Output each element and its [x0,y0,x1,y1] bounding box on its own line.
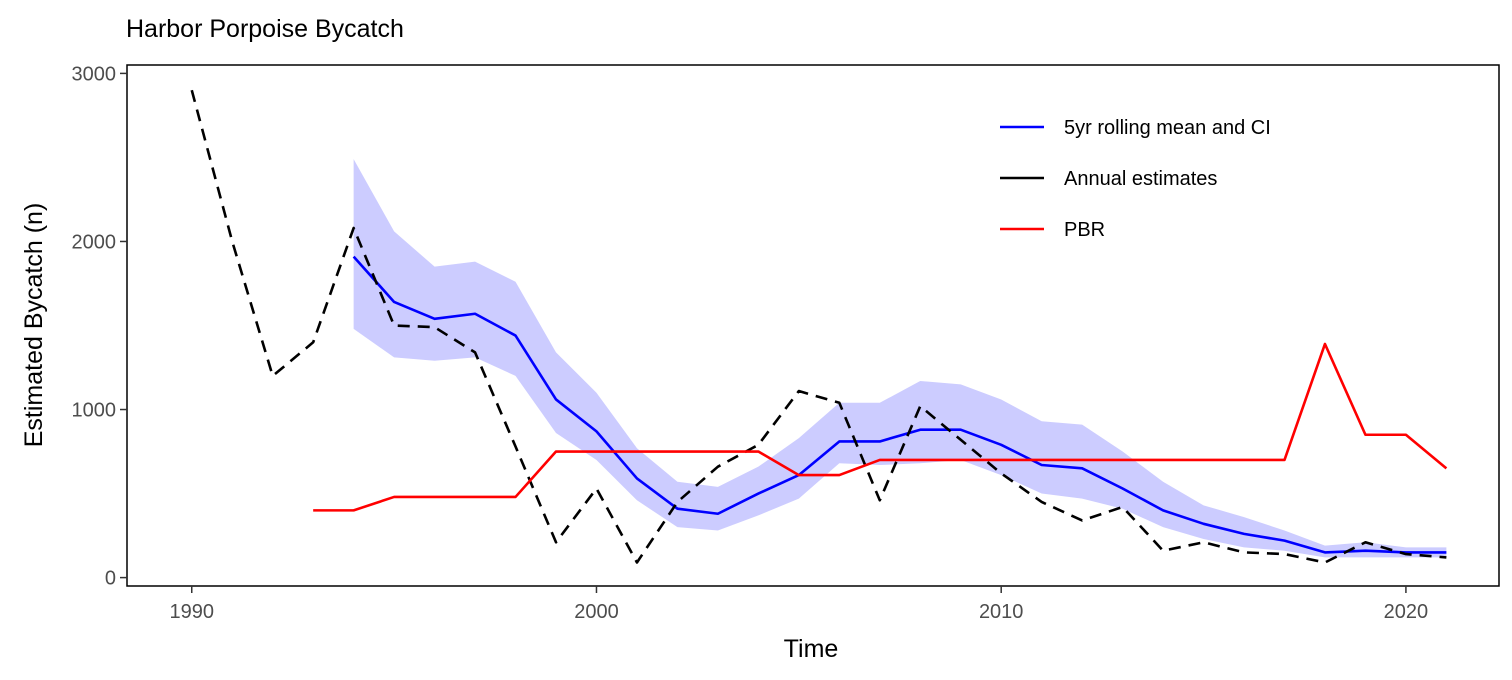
pbr-line [313,342,1448,512]
5yr-rolling-mean-and-ci-line [352,255,1447,554]
plot-panel-border [126,64,1500,587]
5yr-rolling-mean-and-ci-ci-band [353,159,1447,558]
legend: 5yr rolling mean and CI Annual estimates P… [1000,117,1271,241]
x-tick-label: 2000 [574,601,619,623]
x-tick-label: 1990 [170,601,215,623]
x-tick-label: 2020 [1384,601,1429,623]
legend-label-pbr: PBR [1064,219,1105,241]
y-axis-title: Estimated Bycatch (n) [20,203,48,448]
y-tick-label: 2000 [72,231,117,253]
plot-area [190,89,1448,564]
annual-estimates-line [190,89,1447,564]
y-tick-label: 3000 [72,63,117,85]
x-tick-label: 2010 [979,601,1024,623]
legend-label-5yr-rolling-mean-and-ci: 5yr rolling mean and CI [1064,117,1271,139]
legend-label-annual-estimates: Annual estimates [1064,168,1217,190]
x-axis-title: Time [784,635,839,663]
y-tick-label: 1000 [72,400,117,422]
axes: 1990 2000 2010 2020 0 1000 2000 3000 [72,63,1429,623]
chart-title: Harbor Porpoise Bycatch [126,15,404,43]
y-tick-label: 0 [105,568,116,590]
